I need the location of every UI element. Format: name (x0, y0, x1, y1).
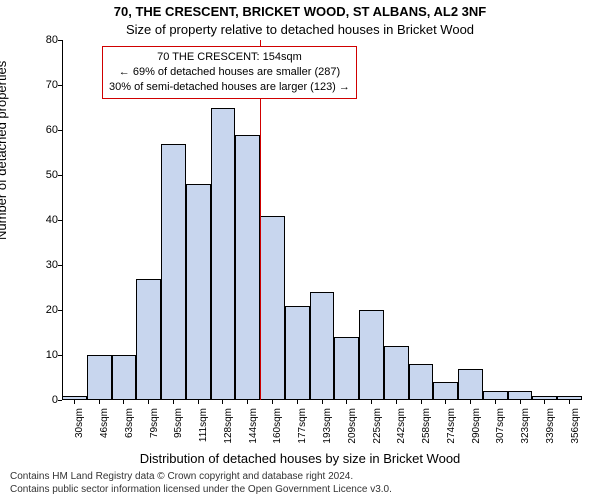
annotation-box: 70 THE CRESCENT: 154sqm ← 69% of detache… (102, 46, 357, 99)
xtick-mark (470, 400, 471, 404)
x-axis-label: Distribution of detached houses by size … (0, 451, 600, 466)
ytick-label: 20 (28, 304, 58, 316)
ytick-mark (58, 175, 62, 176)
y-axis-spine (62, 40, 63, 400)
ytick-label: 40 (28, 214, 58, 226)
footnote: Contains HM Land Registry data © Crown c… (10, 471, 392, 496)
xtick-mark (346, 400, 347, 404)
ytick-mark (58, 85, 62, 86)
chart-subtitle: Size of property relative to detached ho… (0, 22, 600, 37)
y-axis-label: Number of detached properties (0, 61, 9, 240)
histogram-bar (260, 216, 285, 401)
xtick-mark (297, 400, 298, 404)
ytick-label: 60 (28, 124, 58, 136)
xtick-label: 242sqm (396, 408, 407, 450)
xtick-label: 79sqm (149, 408, 160, 450)
xtick-label: 46sqm (99, 408, 110, 450)
xtick-label: 290sqm (471, 408, 482, 450)
xtick-mark (247, 400, 248, 404)
xtick-mark (445, 400, 446, 404)
annotation-line-2: ← 69% of detached houses are smaller (28… (109, 65, 350, 80)
histogram-bar (409, 364, 434, 400)
annotation-line-3: 30% of semi-detached houses are larger (… (109, 80, 350, 95)
xtick-label: 111sqm (198, 408, 209, 450)
histogram-bar (483, 391, 508, 400)
ytick-label: 0 (28, 394, 58, 406)
xtick-label: 323sqm (520, 408, 531, 450)
histogram-bar (458, 369, 483, 401)
chart-title: 70, THE CRESCENT, BRICKET WOOD, ST ALBAN… (0, 4, 600, 19)
xtick-mark (371, 400, 372, 404)
histogram-bar (384, 346, 409, 400)
chart-container: { "chart": { "type": "histogram", "title… (0, 0, 600, 500)
xtick-label: 30sqm (74, 408, 85, 450)
histogram-bar (433, 382, 458, 400)
ytick-mark (58, 265, 62, 266)
xtick-label: 177sqm (297, 408, 308, 450)
histogram-bar (112, 355, 137, 400)
xtick-mark (421, 400, 422, 404)
histogram-bar (186, 184, 211, 400)
plot-area: 30sqm46sqm63sqm79sqm95sqm111sqm128sqm144… (62, 40, 582, 400)
ytick-label: 50 (28, 169, 58, 181)
xtick-label: 356sqm (570, 408, 581, 450)
xtick-mark (148, 400, 149, 404)
xtick-mark (322, 400, 323, 404)
xtick-mark (272, 400, 273, 404)
xtick-mark (569, 400, 570, 404)
histogram-bar (211, 108, 236, 401)
ytick-label: 80 (28, 34, 58, 46)
histogram-bar (310, 292, 335, 400)
xtick-label: 225sqm (372, 408, 383, 450)
ytick-label: 30 (28, 259, 58, 271)
xtick-label: 144sqm (248, 408, 259, 450)
annotation-line-1: 70 THE CRESCENT: 154sqm (109, 50, 350, 65)
xtick-mark (74, 400, 75, 404)
xtick-label: 128sqm (223, 408, 234, 450)
histogram-bar (334, 337, 359, 400)
ytick-label: 70 (28, 79, 58, 91)
xtick-label: 274sqm (446, 408, 457, 450)
ytick-mark (58, 310, 62, 311)
histogram-bar (87, 355, 112, 400)
xtick-label: 209sqm (347, 408, 358, 450)
ytick-label: 10 (28, 349, 58, 361)
ytick-mark (58, 355, 62, 356)
footnote-line-1: Contains HM Land Registry data © Crown c… (10, 471, 392, 484)
xtick-mark (99, 400, 100, 404)
xtick-label: 307sqm (495, 408, 506, 450)
ytick-mark (58, 130, 62, 131)
xtick-mark (222, 400, 223, 404)
xtick-label: 193sqm (322, 408, 333, 450)
xtick-mark (173, 400, 174, 404)
xtick-mark (123, 400, 124, 404)
xtick-label: 339sqm (545, 408, 556, 450)
histogram-bar (136, 279, 161, 401)
xtick-label: 160sqm (272, 408, 283, 450)
xtick-mark (396, 400, 397, 404)
xtick-label: 258sqm (421, 408, 432, 450)
xtick-mark (520, 400, 521, 404)
histogram-bar (161, 144, 186, 401)
xtick-mark (544, 400, 545, 404)
ytick-mark (58, 220, 62, 221)
xtick-label: 95sqm (173, 408, 184, 450)
xtick-mark (198, 400, 199, 404)
xtick-label: 63sqm (124, 408, 135, 450)
histogram-bar (285, 306, 310, 401)
histogram-bar (235, 135, 260, 401)
histogram-bar (508, 391, 533, 400)
histogram-bar (359, 310, 384, 400)
xtick-mark (495, 400, 496, 404)
footnote-line-2: Contains public sector information licen… (10, 484, 392, 497)
ytick-mark (58, 40, 62, 41)
